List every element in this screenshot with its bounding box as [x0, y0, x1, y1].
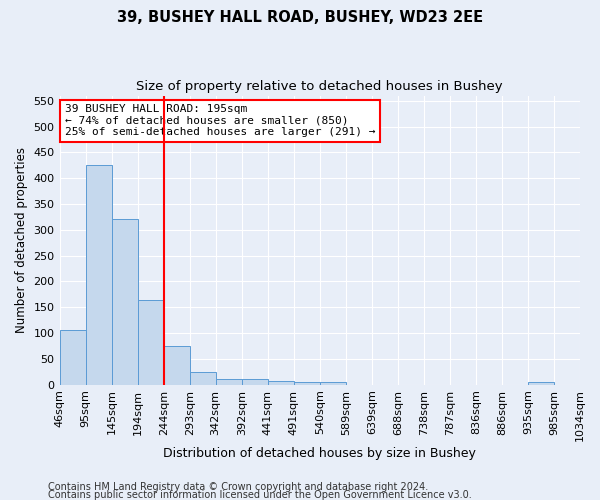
Bar [294, 382, 320, 384]
Bar [112, 220, 137, 384]
Bar [86, 166, 112, 384]
Bar [137, 300, 164, 384]
Bar [528, 382, 554, 384]
Bar [320, 382, 346, 384]
Text: Contains public sector information licensed under the Open Government Licence v3: Contains public sector information licen… [48, 490, 472, 500]
Bar [268, 380, 294, 384]
Bar [190, 372, 215, 384]
Y-axis label: Number of detached properties: Number of detached properties [15, 147, 28, 333]
Text: 39 BUSHEY HALL ROAD: 195sqm
← 74% of detached houses are smaller (850)
25% of se: 39 BUSHEY HALL ROAD: 195sqm ← 74% of det… [65, 104, 375, 138]
Text: Contains HM Land Registry data © Crown copyright and database right 2024.: Contains HM Land Registry data © Crown c… [48, 482, 428, 492]
Text: 39, BUSHEY HALL ROAD, BUSHEY, WD23 2EE: 39, BUSHEY HALL ROAD, BUSHEY, WD23 2EE [117, 10, 483, 25]
Bar [242, 378, 268, 384]
X-axis label: Distribution of detached houses by size in Bushey: Distribution of detached houses by size … [163, 447, 476, 460]
Bar [215, 378, 242, 384]
Bar [59, 330, 86, 384]
Title: Size of property relative to detached houses in Bushey: Size of property relative to detached ho… [136, 80, 503, 93]
Bar [164, 346, 190, 385]
